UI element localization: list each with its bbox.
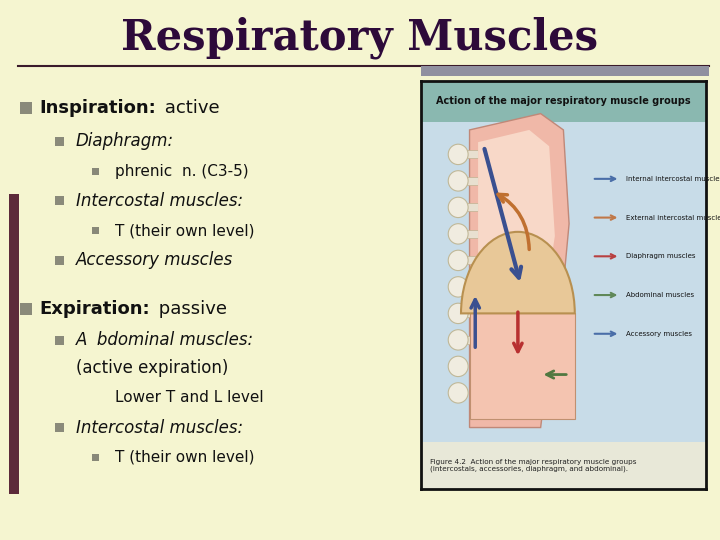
Bar [55,196,64,205]
Text: Expiration:: Expiration: [40,300,150,318]
Ellipse shape [449,144,468,165]
Text: Intercostal muscles:: Intercostal muscles: [76,192,243,210]
Text: Accessory muscles: Accessory muscles [626,331,692,337]
Polygon shape [478,130,555,318]
Ellipse shape [449,276,468,297]
Text: T (their own level): T (their own level) [115,450,255,465]
Bar [55,335,64,345]
Bar [467,230,478,238]
Text: Accessory muscles: Accessory muscles [76,251,233,269]
Text: phrenic  n. (C3-5): phrenic n. (C3-5) [115,164,249,179]
Ellipse shape [449,356,468,376]
Polygon shape [469,313,575,420]
Bar [55,423,64,432]
Bar [9,194,19,494]
Text: Lower T and L level: Lower T and L level [115,390,264,406]
Text: Respiratory Muscles: Respiratory Muscles [122,17,598,59]
Text: Diaphragm muscles: Diaphragm muscles [626,253,696,259]
Text: (active expiration): (active expiration) [76,359,228,377]
Text: active: active [159,99,220,117]
Text: Action of the major respiratory muscle groups: Action of the major respiratory muscle g… [436,96,690,106]
Bar [55,137,64,146]
Bar [91,227,99,234]
Text: Diaphragm:: Diaphragm: [76,132,174,151]
Bar [91,454,99,461]
Text: Intercostal muscles:: Intercostal muscles: [76,418,243,437]
Bar [421,122,706,442]
Bar [421,442,706,489]
Text: A  bdominal muscles:: A bdominal muscles: [76,331,253,349]
Ellipse shape [449,171,468,191]
Bar [467,203,478,212]
Ellipse shape [449,330,468,350]
Text: Inspiration:: Inspiration: [40,99,156,117]
Bar [467,283,478,291]
Ellipse shape [449,224,468,244]
Ellipse shape [449,197,468,218]
Bar [467,309,478,318]
Bar [421,66,709,76]
Text: Abdominal muscles: Abdominal muscles [626,292,694,298]
Wedge shape [461,232,575,313]
Text: Internal intercostal muscles: Internal intercostal muscles [626,176,720,182]
Bar [467,177,478,185]
Bar [91,167,99,174]
Bar [467,150,478,158]
Text: T (their own level): T (their own level) [115,223,255,238]
Ellipse shape [449,250,468,271]
Text: passive: passive [153,300,227,318]
Bar [421,81,706,122]
Ellipse shape [449,383,468,403]
Text: External intercostal muscles: External intercostal muscles [626,214,720,220]
Bar [55,255,64,265]
Bar [467,336,478,344]
Bar [467,256,478,265]
Ellipse shape [449,303,468,323]
Bar [20,102,32,114]
Polygon shape [469,113,569,428]
Bar [20,303,32,315]
Text: Figure 4.2  Action of the major respiratory muscle groups
(intercostals, accesso: Figure 4.2 Action of the major respirato… [430,458,636,472]
